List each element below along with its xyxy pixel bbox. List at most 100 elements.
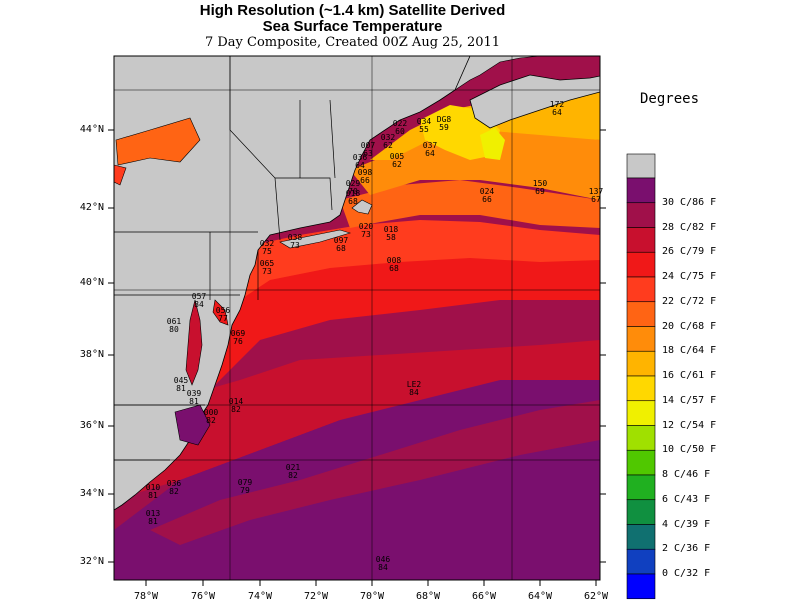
legend-swatch-0	[626, 153, 656, 179]
legend-label: 28 C/82 F	[662, 221, 717, 233]
station-id: 046	[376, 555, 391, 564]
legend-swatch-9	[626, 375, 656, 402]
station-id: 039	[187, 389, 202, 398]
station-id: 000	[204, 408, 219, 417]
station-id: 024	[480, 187, 495, 196]
legend-label: 16 C/61 F	[662, 370, 717, 381]
legend-swatch-2	[626, 202, 656, 228]
station-id: 079	[238, 478, 253, 487]
latitude-label: 36°N	[79, 420, 104, 431]
station-id: 008	[387, 256, 402, 265]
station-temp: 67	[591, 195, 601, 204]
legend-label: 14 C/57 F	[662, 394, 717, 406]
station-id: 021	[286, 463, 301, 472]
legend-label: 8 C/46 F	[662, 469, 711, 480]
station-temp: 84	[409, 388, 419, 397]
long-island-land	[279, 229, 352, 249]
cold-upwelling-spot	[480, 128, 505, 160]
legend-label: 6 C/43 F	[662, 493, 711, 505]
station-id: 172	[550, 100, 565, 109]
station-temp: 69	[535, 187, 545, 196]
legend-swatch-15	[626, 524, 656, 550]
station-id: 022	[393, 119, 408, 128]
station-id: 032	[381, 133, 396, 142]
station-id: 029	[346, 179, 361, 188]
shelf-waters	[200, 240, 600, 400]
map-title: High Resolution (~1.4 km) Satellite Deri…	[199, 2, 506, 19]
station-temp: 84	[378, 563, 388, 572]
legend-color-bar	[626, 153, 656, 600]
station-id: 010	[146, 483, 161, 492]
legend-swatch-3	[626, 227, 656, 253]
pamlico-sound	[174, 404, 211, 446]
station-id: 018	[384, 225, 399, 234]
longitude-label: 70°W	[359, 591, 385, 602]
station-temp: 81	[148, 491, 158, 500]
map-area	[114, 56, 600, 580]
station-id: 018	[346, 189, 361, 198]
station-id: 038	[288, 233, 303, 242]
station-temp: 76	[233, 337, 243, 346]
latitude-label: 44°N	[79, 124, 104, 135]
ocean-red-zone	[114, 340, 600, 500]
ocean-eddy-band	[150, 400, 600, 545]
map-subtitle: Sea Surface Temperature	[262, 18, 443, 35]
station-temp: 62	[392, 160, 402, 169]
legend-swatch-7	[626, 326, 656, 352]
station-id: 065	[260, 259, 275, 268]
legend-label: 18 C/64 F	[662, 345, 717, 357]
station-id: 097	[334, 236, 349, 245]
legend-swatch-8	[626, 350, 656, 377]
station-temp: 79	[240, 486, 250, 495]
map-grid	[114, 56, 600, 580]
map-frame	[113, 55, 601, 581]
legend-label: 10 C/50 F	[662, 444, 717, 456]
station-temp: 63	[363, 149, 373, 158]
latitude-label: 42°N	[79, 202, 104, 213]
station-temp: 77	[218, 314, 228, 323]
latitude-label: 38°N	[79, 349, 104, 360]
station-temp: 75	[262, 247, 272, 256]
station-temp: 70	[348, 187, 358, 196]
station-id: 098	[358, 168, 373, 177]
legend-swatch-5	[626, 276, 656, 303]
station-temp: 64	[552, 108, 562, 117]
buoy-stations: 17264DG859034550226003262007630376400562…	[146, 100, 604, 572]
station-temp: 66	[482, 195, 492, 204]
legend-swatch-12	[626, 449, 656, 476]
station-temp: 68	[336, 244, 346, 253]
station-temp: 82	[169, 487, 179, 496]
station-temp: 81	[148, 517, 158, 526]
station-id: 007	[361, 141, 376, 150]
legend-label: 2 C/36 F	[662, 543, 711, 555]
station-id: 069	[231, 329, 246, 338]
station-id: 032	[260, 239, 275, 248]
legend-swatch-1	[626, 177, 656, 204]
lake-erie-water	[114, 164, 127, 186]
station-temp: 73	[290, 241, 300, 250]
legend-swatch-6	[626, 301, 656, 327]
longitude-label: 78°W	[133, 591, 159, 602]
legend-label: 12 C/54 F	[662, 419, 717, 431]
station-temp: 64	[425, 149, 435, 158]
station-id: 137	[589, 187, 604, 196]
legend-label: 20 C/68 F	[662, 320, 717, 332]
station-id: 057	[192, 292, 207, 301]
latitude-label: 32°N	[79, 556, 104, 567]
longitude-label: 62°W	[583, 591, 609, 602]
legend-label: 0 C/32 F	[662, 568, 711, 579]
legend-swatch-13	[626, 474, 656, 501]
legend-title: Degrees	[640, 91, 700, 107]
legend-swatch-17	[626, 573, 656, 600]
chesapeake-bay	[185, 299, 203, 386]
station-id: 014	[229, 397, 244, 406]
station-temp: 81	[189, 397, 199, 406]
cape-cod-land	[351, 199, 373, 215]
legend-label: 22 C/72 F	[662, 295, 717, 307]
station-id: 045	[174, 376, 189, 385]
lake-ontario-water	[115, 117, 201, 166]
latitude-label: 40°N	[79, 277, 104, 288]
legend-swatch-16	[626, 548, 656, 575]
axis-ticks	[108, 129, 606, 586]
